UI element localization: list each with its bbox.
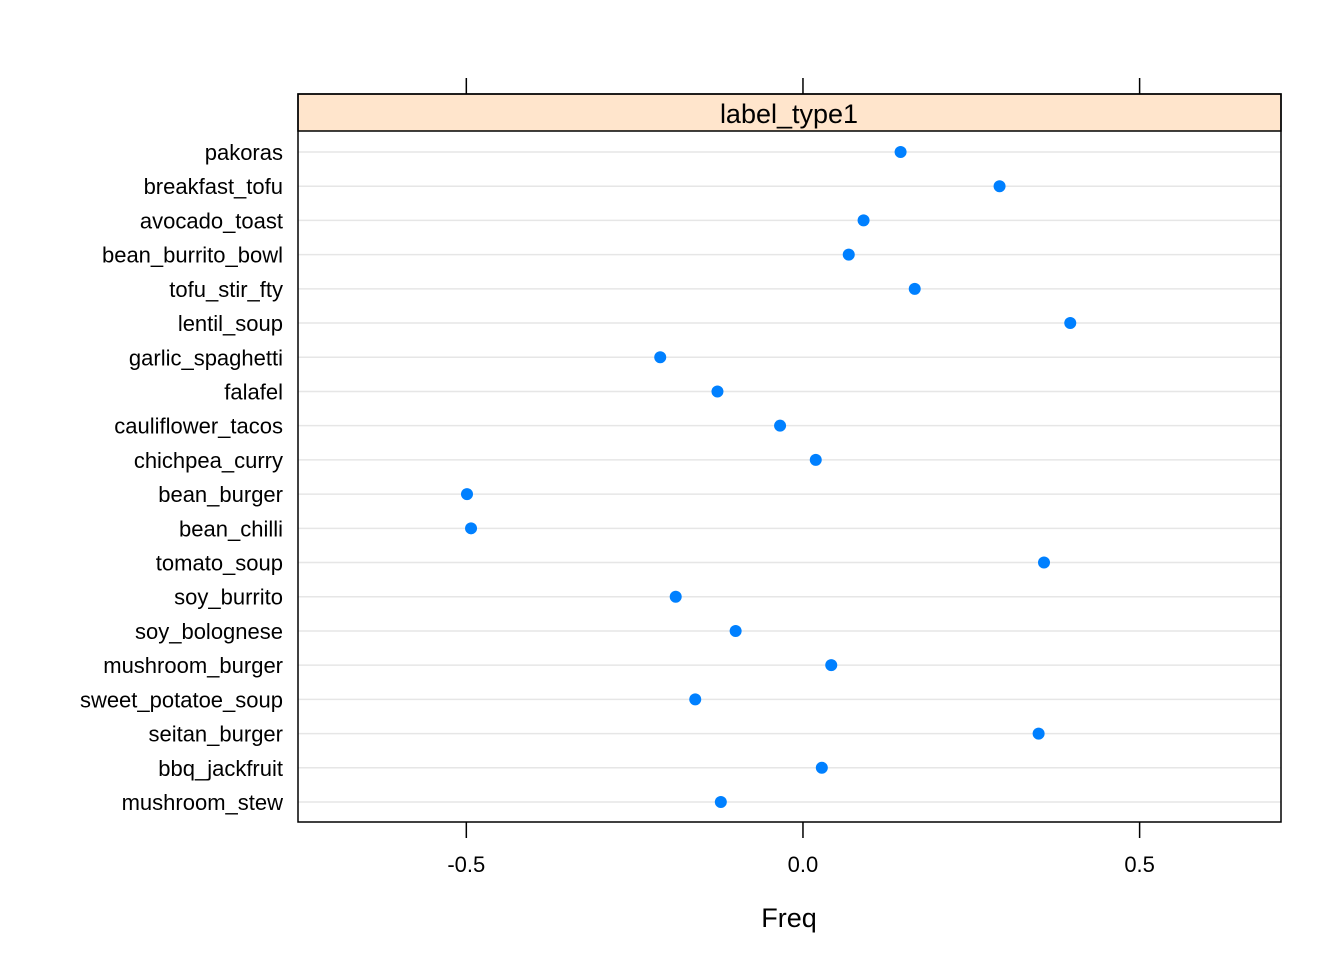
data-point — [729, 624, 742, 637]
data-point — [460, 488, 473, 501]
x-axis-ticks: -0.5 0.0 0.5 — [447, 78, 1155, 877]
data-point — [842, 248, 855, 261]
category-label: mushroom_stew — [122, 790, 284, 815]
data-point — [825, 659, 838, 672]
panel-title: label_type1 — [720, 99, 858, 129]
data-point — [857, 214, 870, 227]
x-axis-title: Freq — [761, 903, 817, 933]
category-label: tofu_stir_fty — [169, 277, 283, 302]
data-point — [815, 761, 828, 774]
x-tick-label: 0.5 — [1124, 852, 1155, 877]
y-axis-labels: pakoras breakfast_tofu avocado_toast bean_b… — [80, 140, 283, 815]
plot-frame — [297, 93, 1282, 823]
category-label: bean_chilli — [179, 516, 283, 541]
category-label: bbq_jackfruit — [158, 756, 283, 781]
category-label: tomato_soup — [156, 551, 283, 576]
data-point — [774, 419, 787, 432]
data-point — [1038, 556, 1051, 569]
x-tick-label: 0.0 — [788, 852, 819, 877]
data-point — [689, 693, 702, 706]
category-label: breakfast_tofu — [144, 174, 283, 199]
category-label: chichpea_curry — [134, 448, 283, 473]
category-label: avocado_toast — [140, 208, 283, 233]
data-point — [465, 522, 478, 535]
category-label: soy_burrito — [174, 585, 283, 610]
category-label: cauliflower_tacos — [114, 414, 283, 439]
data-point — [908, 282, 921, 295]
category-label: bean_burrito_bowl — [102, 243, 283, 268]
data-point — [654, 351, 667, 364]
category-label: lentil_soup — [178, 311, 283, 336]
data-points — [460, 146, 1077, 808]
category-label: soy_bolognese — [135, 619, 283, 644]
category-label: mushroom_burger — [103, 653, 283, 678]
data-point — [1064, 317, 1077, 330]
category-label: bean_burger — [158, 482, 283, 507]
category-label: sweet_potatoe_soup — [80, 687, 283, 712]
category-label: garlic_spaghetti — [129, 345, 283, 370]
data-point — [993, 180, 1006, 193]
category-label: seitan_burger — [148, 722, 283, 747]
data-point — [714, 796, 727, 808]
category-label: falafel — [224, 379, 283, 404]
data-point — [809, 453, 822, 466]
data-point — [1032, 727, 1045, 740]
category-label: pakoras — [205, 140, 283, 165]
data-point — [894, 146, 907, 158]
data-point — [711, 385, 724, 398]
gridlines — [298, 151, 1281, 803]
data-point — [669, 590, 682, 603]
x-tick-label: -0.5 — [447, 852, 485, 877]
